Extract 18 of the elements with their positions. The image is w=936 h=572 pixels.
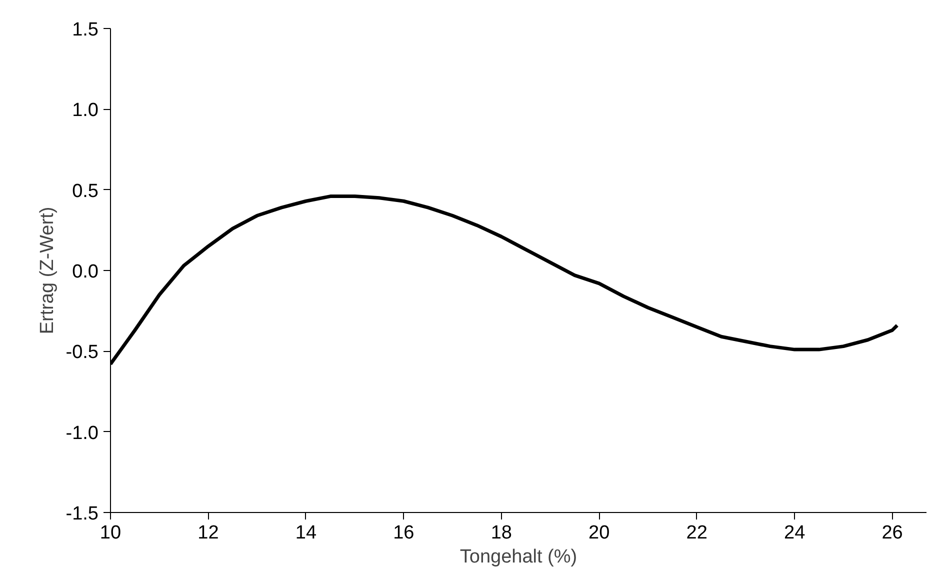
y-tick-label: 0.0	[72, 262, 99, 282]
x-tick-label: 10	[100, 522, 122, 544]
y-tick-label: 1.0	[72, 100, 99, 122]
x-tick-label: 12	[198, 522, 219, 544]
y-tick-label: 0.5	[72, 180, 99, 202]
x-tick-label: 24	[784, 522, 806, 544]
y-tick-label: -1.0	[66, 422, 99, 444]
y-tick-label: -0.5	[66, 342, 99, 364]
x-tick-label: 22	[686, 522, 708, 544]
x-tick-label: 14	[295, 522, 317, 544]
y-tick-label: 1.5	[72, 20, 99, 40]
y-axis-title: Ertrag (Z-Wert)	[36, 206, 58, 334]
x-tick-label: 18	[490, 522, 512, 544]
x-tick-label: 16	[393, 522, 414, 544]
y-tick-label: -1.5	[66, 504, 99, 524]
x-tick-label: 26	[882, 522, 903, 544]
x-axis-title: Tongehalt (%)	[460, 546, 578, 568]
x-tick-label: 20	[588, 522, 610, 544]
